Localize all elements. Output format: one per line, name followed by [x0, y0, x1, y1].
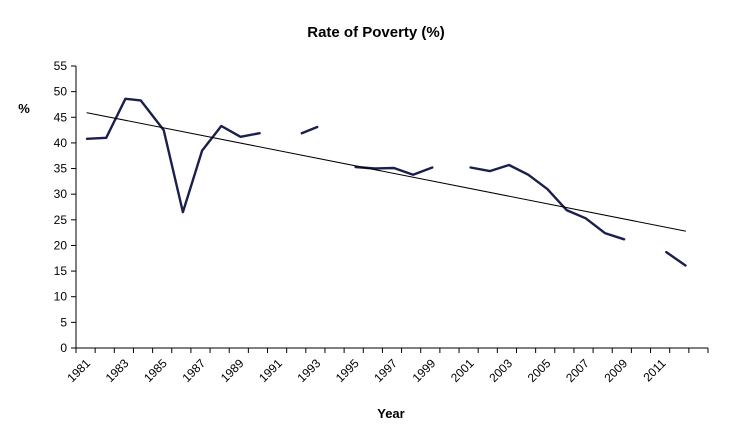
y-tick-label: 5	[60, 315, 67, 329]
x-tick-label: 1983	[103, 356, 132, 385]
y-tick-label: 50	[54, 85, 68, 99]
trend-line-series	[86, 112, 686, 232]
x-axis-title: Year	[377, 406, 404, 421]
series-layer	[85, 97, 687, 267]
y-tick-label: 15	[54, 264, 68, 278]
chart-title: Rate of Poverty (%)	[307, 24, 445, 41]
x-tick-label: 2011	[640, 356, 668, 384]
x-tick-label: 1985	[141, 356, 170, 385]
y-tick-label: 25	[54, 213, 68, 227]
x-tick-label: 1991	[256, 356, 285, 385]
x-tick-label: 1987	[179, 356, 208, 385]
y-tick-label: 35	[54, 162, 68, 176]
poverty-rate-line-segment	[300, 125, 319, 135]
poverty-rate-series	[85, 97, 687, 267]
poverty-rate-line-segment	[665, 250, 687, 267]
y-tick-label: 45	[54, 110, 68, 124]
x-tick-group: 1981 1983 1985 1987 1989 1991 1993 1995 1997 1999…	[64, 348, 709, 385]
y-tick-group: 0 5 10 15 20 25 30 35 40 45 50 55	[54, 59, 76, 355]
x-tick-label: 1981	[64, 356, 93, 385]
x-tick-label: 1993	[295, 356, 324, 385]
x-tick-label: 2003	[486, 356, 515, 385]
y-tick-label: 55	[54, 59, 68, 73]
x-tick-label: 2009	[601, 356, 630, 385]
y-tick-label: 40	[54, 136, 68, 150]
poverty-rate-line-segment	[85, 97, 261, 214]
x-tick-label: 2001	[448, 356, 477, 385]
x-tick-label: 2007	[563, 356, 592, 385]
x-tick-label: 2005	[525, 356, 554, 385]
poverty-rate-line-segment	[469, 163, 626, 241]
x-tick-label: 1999	[410, 356, 439, 385]
trend-line	[86, 112, 686, 232]
y-tick-label: 10	[54, 290, 68, 304]
x-tick-label: 1989	[218, 356, 247, 385]
y-tick-label: 30	[54, 187, 68, 201]
x-tick-label: 1997	[371, 356, 400, 385]
y-axis-title: %	[18, 101, 30, 116]
x-tick-label: 1995	[333, 356, 362, 385]
y-tick-label: 20	[54, 238, 68, 252]
y-tick-label: 0	[60, 341, 67, 355]
